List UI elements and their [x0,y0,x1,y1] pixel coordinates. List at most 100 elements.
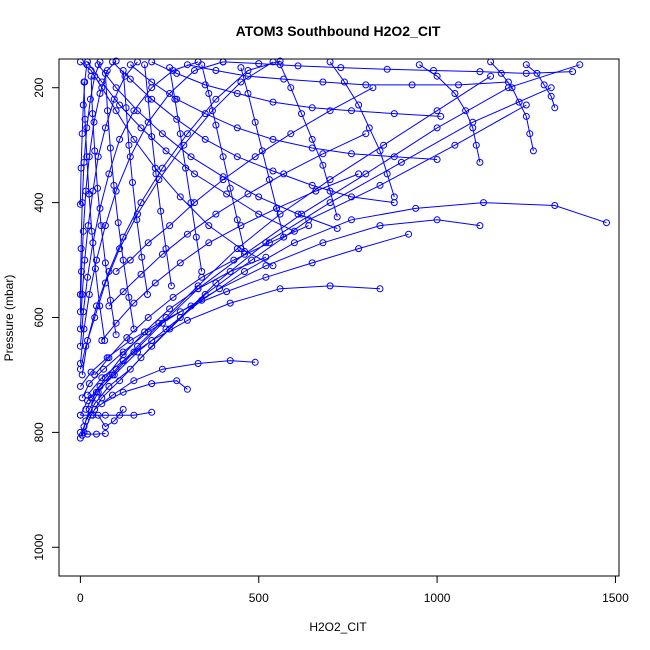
data-point [237,78,245,86]
x-tick-label: 1000 [424,591,451,605]
data-point [262,262,270,270]
data-point [462,107,470,115]
data-point [123,334,131,342]
data-point [76,411,84,419]
data-point [101,222,109,230]
data-point [212,210,220,218]
data-point [167,282,175,290]
data-point [101,430,109,437]
data-point [112,268,120,275]
data-point [157,207,165,215]
data-point [533,69,541,77]
series-33 [166,64,206,275]
data-point [105,170,113,178]
data-point [176,130,184,138]
data-point [405,230,413,238]
series-line [79,61,199,347]
data-point [476,222,484,230]
series-26 [415,61,484,166]
data-point [319,78,327,86]
data-point [85,380,93,388]
data-point [476,158,484,166]
data-point [198,273,206,281]
series-20 [94,61,341,232]
series-line [79,233,409,387]
data-point [101,374,109,382]
data-point [390,193,398,201]
series-line [329,61,395,198]
data-point [166,305,174,313]
y-tick-label: 600 [32,307,46,327]
data-point [106,144,114,152]
data-point [88,227,96,235]
data-point [223,190,231,198]
data-point [233,153,241,161]
data-point [451,141,459,149]
series-44 [76,408,156,419]
data-point [80,78,88,86]
data-point [79,227,87,235]
data-point [112,57,120,65]
series-line [79,61,138,330]
data-point [144,95,152,103]
data-point [93,388,100,396]
data-point [362,170,370,178]
series-line [279,64,338,218]
data-point [91,371,99,379]
data-point [137,270,145,278]
series-23 [148,58,445,120]
data-point [76,428,84,436]
data-point [166,64,174,72]
data-point [87,72,95,80]
data-point [89,411,97,419]
data-point [112,331,120,339]
data-point [151,279,159,287]
series-line [97,409,124,428]
series-39 [112,84,377,275]
data-point [223,288,231,296]
data-point [166,90,174,97]
data-point [294,210,302,218]
data-point [76,342,84,350]
data-point [216,285,223,293]
data-point [90,118,98,126]
data-point [276,285,284,293]
data-point [176,259,184,267]
data-point [262,273,270,281]
data-point [105,382,113,390]
data-point [547,84,555,92]
series-line [79,61,224,364]
data-point [158,164,166,172]
data-point [84,337,91,344]
data-point [148,380,156,388]
data-point [192,233,200,241]
data-point [76,382,84,390]
series-line [490,61,534,152]
data-point [130,325,138,333]
data-point [255,193,263,201]
data-point [162,147,170,155]
data-point [362,130,370,138]
data-point [294,62,302,70]
series-4 [82,199,610,413]
data-point [98,400,106,408]
data-point [89,110,96,118]
data-point [176,193,184,201]
data-point [504,78,512,86]
data-point [255,60,263,68]
data-point [183,316,191,324]
data-point [187,153,195,161]
data-point [191,67,198,74]
data-point [333,213,341,221]
data-point [119,256,127,264]
data-point [110,181,118,189]
data-point [526,130,534,138]
series-line [80,61,274,267]
data-point [85,291,93,298]
data-point [576,61,584,69]
data-point [158,250,166,258]
data-point [287,130,295,138]
series-line [201,64,245,252]
data-point [76,325,84,333]
data-point [116,377,124,385]
